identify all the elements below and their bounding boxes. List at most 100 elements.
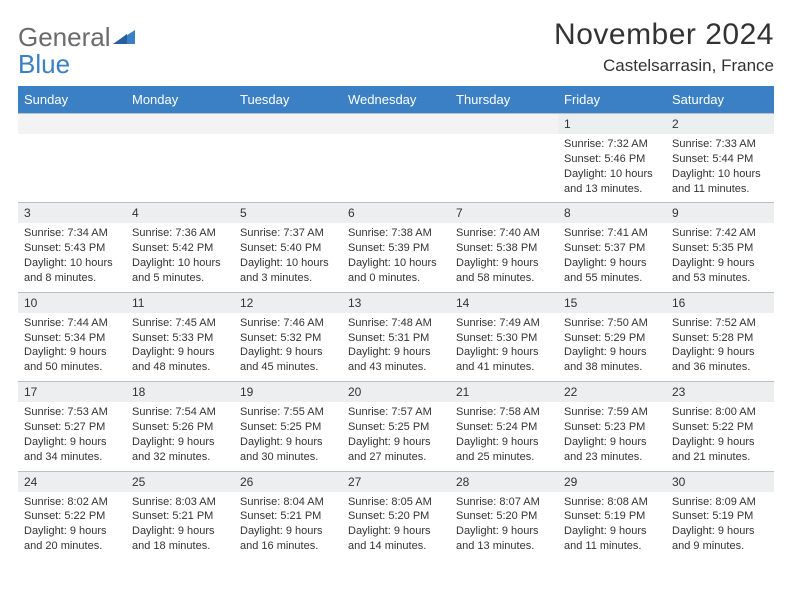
day-number-cell: 5 xyxy=(234,203,342,224)
daylight-text: and 27 minutes. xyxy=(348,450,444,465)
day-detail-cell: Sunrise: 8:05 AMSunset: 5:20 PMDaylight:… xyxy=(342,492,450,560)
sunset-text: Sunset: 5:31 PM xyxy=(348,331,444,346)
day-number-cell: 30 xyxy=(666,471,774,492)
day-number-cell xyxy=(342,114,450,135)
sunrise-text: Sunrise: 7:38 AM xyxy=(348,226,444,241)
day-number-cell: 29 xyxy=(558,471,666,492)
sunset-text: Sunset: 5:37 PM xyxy=(564,241,660,256)
sunset-text: Sunset: 5:44 PM xyxy=(672,152,768,167)
daylight-text: Daylight: 9 hours xyxy=(24,435,120,450)
day-number-cell: 28 xyxy=(450,471,558,492)
day-number-cell: 25 xyxy=(126,471,234,492)
day-detail-cell: Sunrise: 7:46 AMSunset: 5:32 PMDaylight:… xyxy=(234,313,342,382)
sunrise-text: Sunrise: 7:41 AM xyxy=(564,226,660,241)
sunrise-text: Sunrise: 8:05 AM xyxy=(348,495,444,510)
sunrise-text: Sunrise: 7:45 AM xyxy=(132,316,228,331)
sunrise-text: Sunrise: 7:53 AM xyxy=(24,405,120,420)
daylight-text: Daylight: 10 hours xyxy=(564,167,660,182)
daylight-text: and 32 minutes. xyxy=(132,450,228,465)
daylight-text: and 58 minutes. xyxy=(456,271,552,286)
day-detail-cell: Sunrise: 7:50 AMSunset: 5:29 PMDaylight:… xyxy=(558,313,666,382)
daylight-text: Daylight: 9 hours xyxy=(240,524,336,539)
sunset-text: Sunset: 5:28 PM xyxy=(672,331,768,346)
sunset-text: Sunset: 5:21 PM xyxy=(240,509,336,524)
sunrise-text: Sunrise: 7:34 AM xyxy=(24,226,120,241)
day-detail-cell: Sunrise: 7:59 AMSunset: 5:23 PMDaylight:… xyxy=(558,402,666,471)
day-detail-cell xyxy=(342,134,450,203)
day-number-cell xyxy=(450,114,558,135)
sunset-text: Sunset: 5:25 PM xyxy=(348,420,444,435)
daylight-text: Daylight: 10 hours xyxy=(24,256,120,271)
day-detail-cell: Sunrise: 7:33 AMSunset: 5:44 PMDaylight:… xyxy=(666,134,774,203)
daylight-text: Daylight: 9 hours xyxy=(564,435,660,450)
day-number-cell: 17 xyxy=(18,382,126,403)
sunrise-text: Sunrise: 7:44 AM xyxy=(24,316,120,331)
detail-row: Sunrise: 7:44 AMSunset: 5:34 PMDaylight:… xyxy=(18,313,774,382)
sunrise-text: Sunrise: 7:52 AM xyxy=(672,316,768,331)
sunrise-text: Sunrise: 8:02 AM xyxy=(24,495,120,510)
sunset-text: Sunset: 5:24 PM xyxy=(456,420,552,435)
daylight-text: and 9 minutes. xyxy=(672,539,768,554)
daylight-text: and 45 minutes. xyxy=(240,360,336,375)
daylight-text: Daylight: 9 hours xyxy=(348,345,444,360)
sunrise-text: Sunrise: 7:40 AM xyxy=(456,226,552,241)
sunrise-text: Sunrise: 7:59 AM xyxy=(564,405,660,420)
daylight-text: Daylight: 9 hours xyxy=(456,256,552,271)
weekday-header: Monday xyxy=(126,86,234,114)
sunset-text: Sunset: 5:22 PM xyxy=(672,420,768,435)
daylight-text: Daylight: 10 hours xyxy=(132,256,228,271)
sunrise-text: Sunrise: 8:03 AM xyxy=(132,495,228,510)
sunset-text: Sunset: 5:35 PM xyxy=(672,241,768,256)
sunset-text: Sunset: 5:22 PM xyxy=(24,509,120,524)
weekday-header: Sunday xyxy=(18,86,126,114)
day-detail-cell: Sunrise: 7:37 AMSunset: 5:40 PMDaylight:… xyxy=(234,223,342,292)
daylight-text: Daylight: 9 hours xyxy=(456,524,552,539)
day-detail-cell xyxy=(234,134,342,203)
sunrise-text: Sunrise: 8:08 AM xyxy=(564,495,660,510)
daylight-text: and 11 minutes. xyxy=(672,182,768,197)
sunset-text: Sunset: 5:25 PM xyxy=(240,420,336,435)
day-number-cell: 12 xyxy=(234,292,342,313)
day-detail-cell: Sunrise: 7:44 AMSunset: 5:34 PMDaylight:… xyxy=(18,313,126,382)
sunrise-text: Sunrise: 8:04 AM xyxy=(240,495,336,510)
day-detail-cell xyxy=(126,134,234,203)
daylight-text: and 53 minutes. xyxy=(672,271,768,286)
daylight-text: and 36 minutes. xyxy=(672,360,768,375)
day-number-cell: 26 xyxy=(234,471,342,492)
sunset-text: Sunset: 5:34 PM xyxy=(24,331,120,346)
sunrise-text: Sunrise: 8:07 AM xyxy=(456,495,552,510)
sunset-text: Sunset: 5:19 PM xyxy=(672,509,768,524)
daylight-text: Daylight: 9 hours xyxy=(132,524,228,539)
day-number-cell: 1 xyxy=(558,114,666,135)
sunset-text: Sunset: 5:33 PM xyxy=(132,331,228,346)
day-number-cell: 15 xyxy=(558,292,666,313)
daylight-text: Daylight: 9 hours xyxy=(456,435,552,450)
day-detail-cell: Sunrise: 7:55 AMSunset: 5:25 PMDaylight:… xyxy=(234,402,342,471)
sunset-text: Sunset: 5:43 PM xyxy=(24,241,120,256)
weekday-header: Tuesday xyxy=(234,86,342,114)
daylight-text: Daylight: 9 hours xyxy=(132,345,228,360)
daylight-text: Daylight: 9 hours xyxy=(672,256,768,271)
daylight-text: and 41 minutes. xyxy=(456,360,552,375)
day-number-cell: 4 xyxy=(126,203,234,224)
day-number-cell: 24 xyxy=(18,471,126,492)
daylight-text: and 43 minutes. xyxy=(348,360,444,375)
day-number-cell: 14 xyxy=(450,292,558,313)
sunset-text: Sunset: 5:20 PM xyxy=(348,509,444,524)
day-number-cell: 27 xyxy=(342,471,450,492)
sunrise-text: Sunrise: 7:58 AM xyxy=(456,405,552,420)
day-detail-cell: Sunrise: 7:36 AMSunset: 5:42 PMDaylight:… xyxy=(126,223,234,292)
daylight-text: and 48 minutes. xyxy=(132,360,228,375)
daylight-text: and 30 minutes. xyxy=(240,450,336,465)
day-number-cell: 23 xyxy=(666,382,774,403)
day-detail-cell: Sunrise: 7:32 AMSunset: 5:46 PMDaylight:… xyxy=(558,134,666,203)
daylight-text: Daylight: 9 hours xyxy=(24,345,120,360)
daylight-text: Daylight: 10 hours xyxy=(240,256,336,271)
day-detail-cell: Sunrise: 7:40 AMSunset: 5:38 PMDaylight:… xyxy=(450,223,558,292)
daylight-text: and 8 minutes. xyxy=(24,271,120,286)
sunset-text: Sunset: 5:20 PM xyxy=(456,509,552,524)
detail-row: Sunrise: 7:32 AMSunset: 5:46 PMDaylight:… xyxy=(18,134,774,203)
sunset-text: Sunset: 5:26 PM xyxy=(132,420,228,435)
weekday-header: Thursday xyxy=(450,86,558,114)
day-number-cell xyxy=(18,114,126,135)
